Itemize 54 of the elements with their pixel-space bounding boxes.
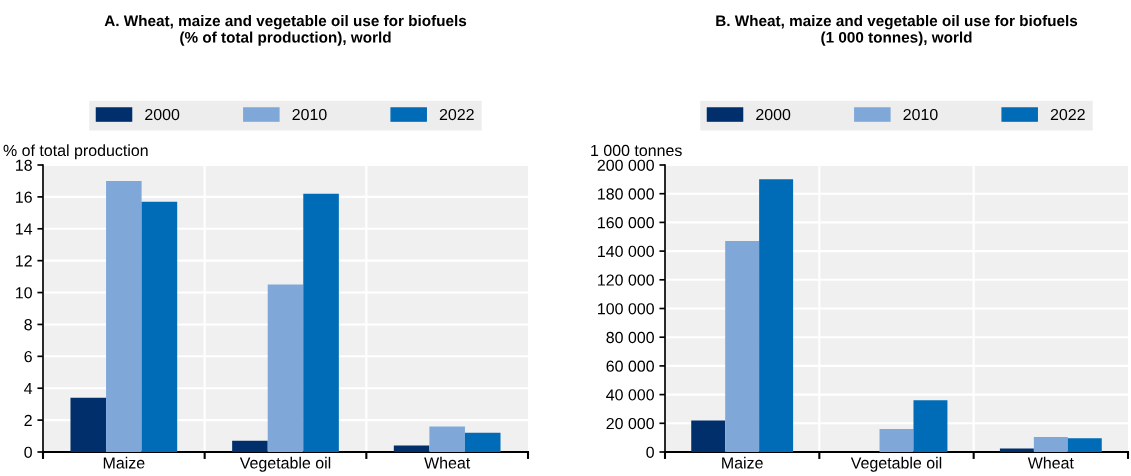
bar xyxy=(232,440,268,452)
bar xyxy=(464,432,501,452)
y-tick-label: 2 xyxy=(24,414,32,426)
y-tick-label: 4 xyxy=(24,383,33,395)
y-tick-label: 60 000 xyxy=(606,360,654,372)
y-tick-label: 160 000 xyxy=(598,217,654,229)
legend-label: 2022 xyxy=(439,108,474,121)
bar xyxy=(106,180,142,452)
y-axis-title: 1 000 tonnes xyxy=(591,144,682,157)
bar xyxy=(879,429,914,452)
y-tick-label: 20 000 xyxy=(606,417,654,430)
bar xyxy=(913,400,948,452)
y-axis-title: % of total production xyxy=(3,144,148,160)
y-tick-label: 200 000 xyxy=(597,159,654,171)
y-tick-label: 14 xyxy=(16,223,33,235)
bar xyxy=(691,420,726,452)
y-tick-label: 80 000 xyxy=(606,331,654,344)
bar xyxy=(429,426,465,452)
bar xyxy=(999,448,1034,452)
y-tick-label: 40 000 xyxy=(606,389,654,401)
y-tick-label: 0 xyxy=(646,446,654,458)
bar xyxy=(267,284,304,452)
bar xyxy=(759,179,794,452)
y-tick-label: 100 000 xyxy=(598,303,654,315)
legend-label: 2010 xyxy=(903,108,938,121)
y-tick-label: 180 000 xyxy=(598,188,654,200)
x-tick-label: Wheat xyxy=(424,456,471,469)
y-tick-label: 0 xyxy=(24,446,32,458)
y-tick-label: 16 xyxy=(16,191,32,203)
y-tick-label: 18 xyxy=(16,159,32,171)
bar xyxy=(393,445,430,452)
chart-title: B. Wheat, maize and vegetable oil use for biofuels (1 000 tonnes), world xyxy=(716,15,1078,46)
y-tick-label: 6 xyxy=(24,350,32,363)
legend-label: 2010 xyxy=(292,108,327,121)
x-tick-label: Vegetable oil xyxy=(239,456,331,472)
bar xyxy=(725,241,760,452)
bar xyxy=(1067,438,1102,452)
y-tick-label: 8 xyxy=(24,319,32,331)
y-tick-label: 10 xyxy=(16,287,32,299)
x-tick-label: Maize xyxy=(103,456,145,469)
y-tick-label: 140 000 xyxy=(598,245,654,258)
y-tick-label: 12 xyxy=(16,255,32,267)
chart-title: A. Wheat, maize and vegetable oil use for biofuels (% of total production), world xyxy=(104,15,467,46)
legend-label: 2000 xyxy=(145,108,180,121)
bar xyxy=(1033,436,1068,452)
legend-label: 2000 xyxy=(756,108,791,121)
x-tick-label: Vegetable oil xyxy=(850,456,942,472)
y-tick-label: 120 000 xyxy=(598,274,654,286)
legend-label: 2022 xyxy=(1050,108,1085,121)
bar xyxy=(303,193,339,452)
bar xyxy=(141,201,178,452)
bar xyxy=(70,397,107,452)
x-tick-label: Wheat xyxy=(1027,456,1074,469)
x-tick-label: Maize xyxy=(722,456,763,469)
